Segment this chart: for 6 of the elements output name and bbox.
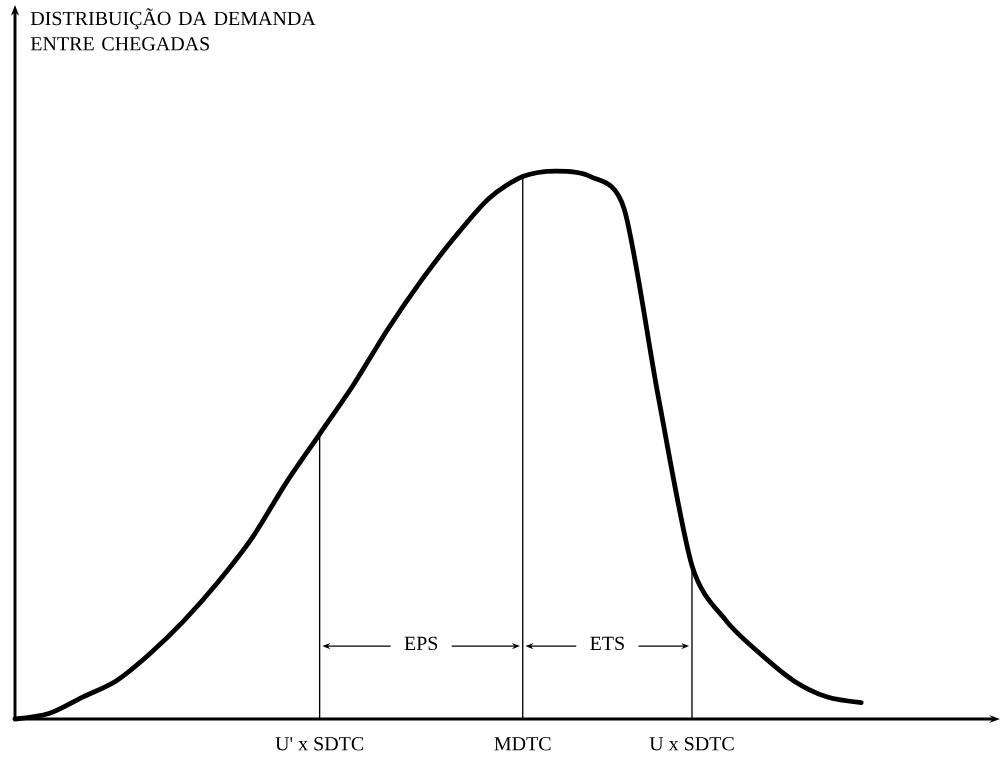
annotation: EPS <box>404 636 438 651</box>
text: DISTRIBUIÇÃO DA DEMANDA ENTRE CHEGADAS <box>30 8 316 51</box>
annotation: ETS <box>590 636 624 651</box>
x-tick-label: MDTC <box>494 737 551 751</box>
x-tick-label: U' x SDTC <box>275 737 364 751</box>
x-tick-label: U x SDTC <box>649 737 734 751</box>
